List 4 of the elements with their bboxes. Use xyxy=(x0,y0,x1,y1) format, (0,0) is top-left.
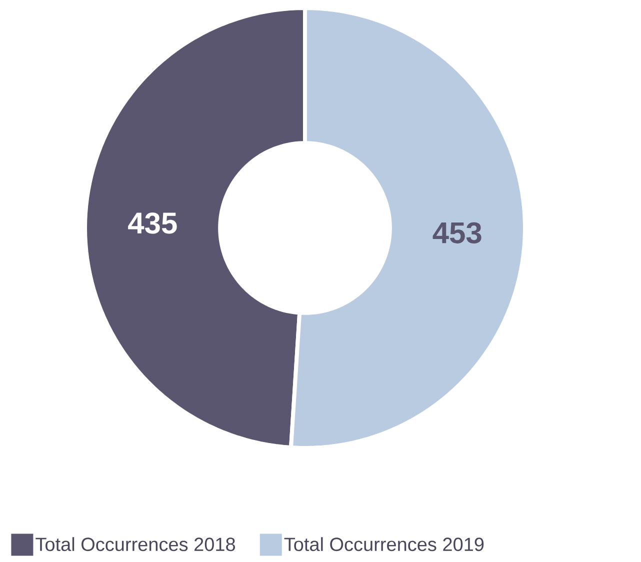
data-label: 453 xyxy=(432,222,482,244)
data-label: 435 xyxy=(128,212,177,234)
legend-label: Total Occurrences 2019 xyxy=(284,537,484,552)
legend-label: Total Occurrences 2018 xyxy=(36,537,235,552)
